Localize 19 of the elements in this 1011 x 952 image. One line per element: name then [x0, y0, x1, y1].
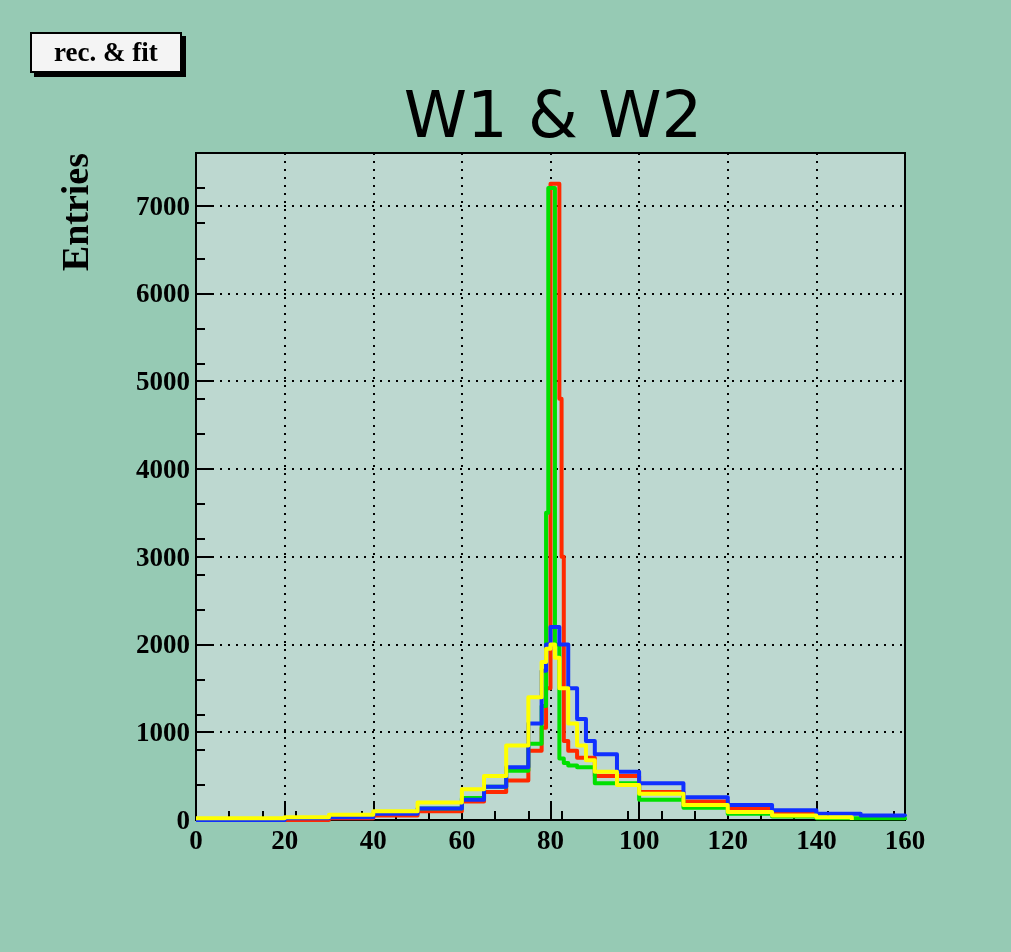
text: rec. & fit: [30, 32, 182, 73]
y-axis-title: Entries: [54, 153, 96, 272]
x-tick-label: 20: [271, 824, 299, 855]
y-tick-label: 5000: [136, 366, 190, 397]
y-tick-label: 3000: [136, 541, 190, 572]
x-tick-label: 140: [796, 824, 837, 855]
y-tick-label: 6000: [136, 278, 190, 309]
x-tick-label: 40: [359, 824, 387, 855]
y-tick-label: 7000: [136, 190, 190, 221]
chart-title: W1 & W2: [403, 78, 703, 152]
y-tick-label: 4000: [136, 453, 190, 484]
x-tick-label: 120: [707, 824, 748, 855]
x-tick-label: 60: [448, 824, 476, 855]
y-tick-label: 2000: [136, 629, 190, 660]
x-tick-label: 100: [618, 824, 660, 855]
y-tick-label: 1000: [136, 717, 190, 748]
x-tick-label: 80: [537, 824, 564, 855]
x-tick-label: 160: [884, 824, 926, 855]
y-tick-label: 0: [176, 805, 190, 835]
